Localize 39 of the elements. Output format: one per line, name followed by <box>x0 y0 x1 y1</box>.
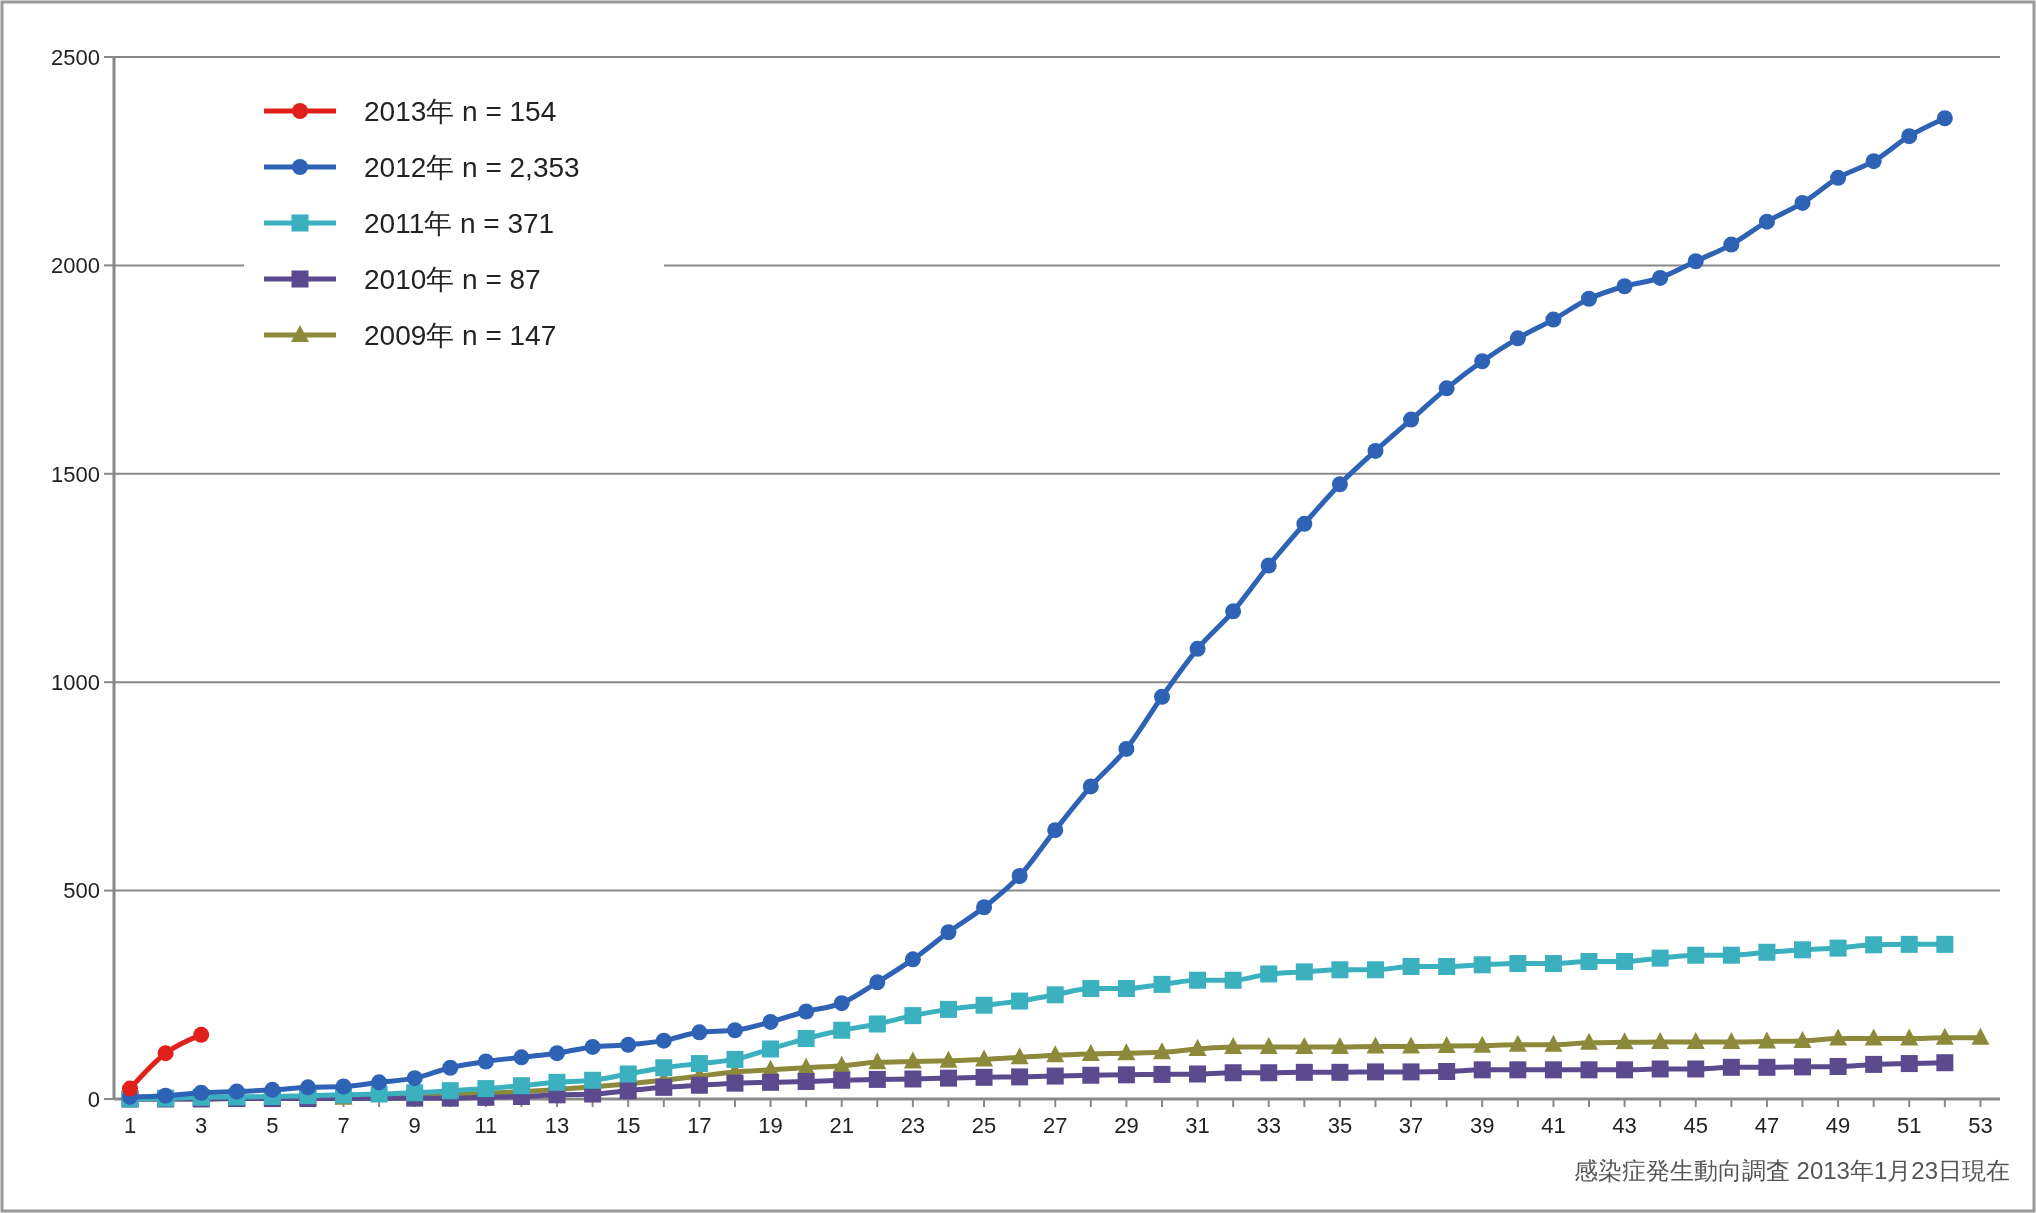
y-tick-label: 500 <box>63 878 100 904</box>
text: 感染症発生動向調査 2013年1月23日現在 <box>1573 1157 2010 1184</box>
x-tick-label: 39 <box>1470 1113 1495 1138</box>
x-tick-label: 43 <box>1612 1113 1637 1138</box>
legend-label: 2010年 n = 87 <box>364 263 541 295</box>
y-tick-label: 2000 <box>51 253 100 279</box>
x-tick-label: 29 <box>1114 1113 1139 1138</box>
x-tick-label: 53 <box>1968 1113 1993 1138</box>
x-tick-label: 31 <box>1185 1113 1210 1138</box>
x-tick-label: 47 <box>1754 1113 1780 1138</box>
legend-label: 2009年 n = 147 <box>364 319 557 351</box>
x-tick-label: 7 <box>337 1113 350 1138</box>
x-tick-label: 27 <box>1042 1113 1068 1138</box>
x-tick-label: 1 <box>123 1113 137 1138</box>
x-tick-label: 35 <box>1327 1113 1353 1138</box>
x-tick-label: 25 <box>971 1113 997 1138</box>
legend-label: 2013年 n = 154 <box>364 95 557 127</box>
x-tick-label: 23 <box>900 1113 926 1138</box>
legend-label: 2012年 n = 2,353 <box>364 151 580 183</box>
x-tick-label: 15 <box>615 1113 641 1138</box>
y-tick-label: 1000 <box>51 669 100 695</box>
x-tick-label: 51 <box>1897 1113 1922 1138</box>
y-tick-label: 2500 <box>51 44 100 70</box>
x-tick-label: 21 <box>829 1113 854 1138</box>
x-tick-label: 41 <box>1541 1113 1566 1138</box>
x-tick-label: 5 <box>266 1113 279 1138</box>
x-tick-label: 33 <box>1256 1113 1281 1138</box>
x-tick-label: 45 <box>1683 1113 1708 1138</box>
x-tick-label: 9 <box>408 1113 421 1138</box>
x-tick-label: 19 <box>758 1113 783 1138</box>
x-tick-label: 11 <box>474 1113 498 1138</box>
legend-label: 2011年 n = 371 <box>364 207 555 239</box>
x-tick-label: 13 <box>544 1113 570 1138</box>
x-tick-label: 37 <box>1398 1113 1424 1138</box>
y-tick-label: 0 <box>87 1086 100 1112</box>
y-tick-label: 1500 <box>51 461 100 487</box>
x-tick-label: 49 <box>1825 1113 1851 1138</box>
x-tick-label: 17 <box>687 1113 712 1138</box>
x-tick-label: 3 <box>195 1113 208 1138</box>
